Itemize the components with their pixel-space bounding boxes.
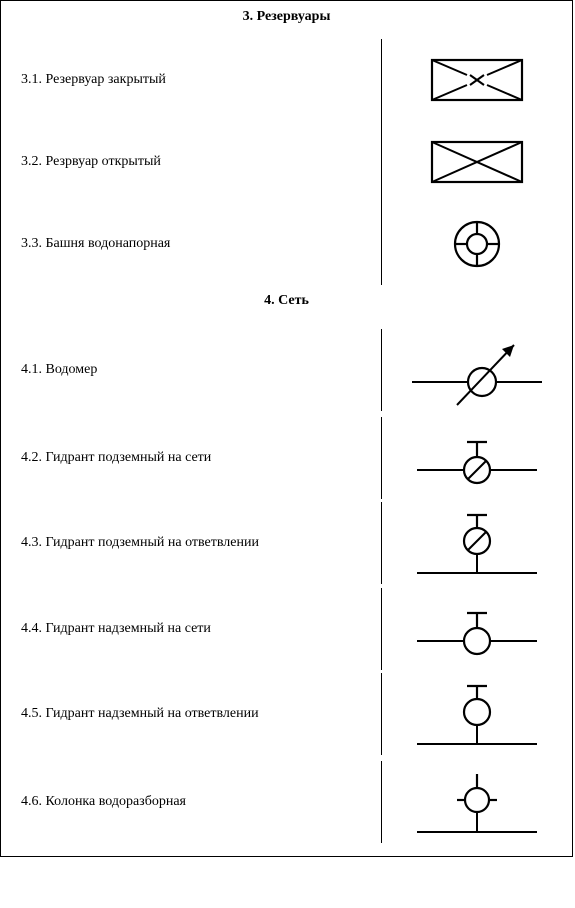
num-4-2: 4.2. bbox=[21, 450, 42, 466]
section4-title: 4. Сеть bbox=[1, 285, 572, 323]
row-4-3: 4.3. Гидрант подземный на ответвлении bbox=[1, 499, 572, 587]
num-3-2: 3.2. bbox=[21, 154, 42, 170]
hydrant-above-net-icon bbox=[402, 591, 552, 666]
text-3-2: Резрвуар открытый bbox=[46, 154, 161, 170]
row-3-1: 3.1. Резервуар закрытый bbox=[1, 39, 572, 121]
label-4-6: 4.6. Колонка водоразборная bbox=[1, 761, 382, 843]
symbol-4-3 bbox=[382, 499, 572, 587]
label-4-3: 4.3. Гидрант подземный на ответвлении bbox=[1, 502, 382, 584]
text-4-1: Водомер bbox=[46, 362, 98, 378]
label-4-2: 4.2. Гидрант подземный на сети bbox=[1, 417, 382, 499]
row-4-6: 4.6. Колонка водоразборная bbox=[1, 758, 572, 846]
symbol-4-5 bbox=[382, 670, 572, 758]
num-4-3: 4.3. bbox=[21, 535, 42, 551]
closed-reservoir-icon bbox=[422, 50, 532, 110]
label-3-3: 3.3. Башня водонапорная bbox=[1, 203, 382, 285]
page: 3. Резервуары 3.1. Резервуар закрытый 3.… bbox=[0, 0, 573, 857]
standpipe-icon bbox=[402, 762, 552, 842]
num-4-6: 4.6. bbox=[21, 794, 42, 810]
water-meter-icon bbox=[402, 327, 552, 412]
label-4-4: 4.4. Гидрант надземный на сети bbox=[1, 588, 382, 670]
text-4-5: Гидрант надземный на ответвлении bbox=[46, 706, 259, 722]
text-3-1: Резервуар закрытый bbox=[46, 72, 166, 88]
num-4-5: 4.5. bbox=[21, 706, 42, 722]
symbol-4-4 bbox=[382, 587, 572, 670]
symbol-4-1 bbox=[382, 323, 572, 416]
symbol-4-2 bbox=[382, 416, 572, 499]
row-4-5: 4.5. Гидрант надземный на ответвлении bbox=[1, 670, 572, 758]
label-4-1: 4.1. Водомер bbox=[1, 329, 382, 411]
hydrant-underground-net-icon bbox=[402, 420, 552, 495]
num-3-3: 3.3. bbox=[21, 236, 42, 252]
label-4-5: 4.5. Гидрант надземный на ответвлении bbox=[1, 673, 382, 755]
open-reservoir-icon bbox=[422, 132, 532, 192]
symbol-3-2 bbox=[382, 123, 572, 201]
text-4-6: Колонка водоразборная bbox=[46, 794, 187, 810]
hydrant-above-branch-icon bbox=[402, 674, 552, 754]
num-4-4: 4.4. bbox=[21, 621, 42, 637]
hydrant-underground-branch-icon bbox=[402, 503, 552, 583]
row-3-3: 3.3. Башня водонапорная bbox=[1, 203, 572, 285]
text-4-4: Гидрант надземный на сети bbox=[46, 621, 211, 637]
row-4-1: 4.1. Водомер bbox=[1, 323, 572, 416]
section3-title: 3. Резервуары bbox=[1, 1, 572, 39]
text-4-2: Гидрант подземный на сети bbox=[46, 450, 212, 466]
symbol-4-6 bbox=[382, 758, 572, 846]
label-3-1: 3.1. Резервуар закрытый bbox=[1, 39, 382, 121]
symbol-3-1 bbox=[382, 41, 572, 119]
symbol-3-3 bbox=[382, 205, 572, 283]
label-3-2: 3.2. Резрвуар открытый bbox=[1, 121, 382, 203]
text-4-3: Гидрант подземный на ответвлении bbox=[46, 535, 259, 551]
text-3-3: Башня водонапорная bbox=[46, 236, 171, 252]
num-4-1: 4.1. bbox=[21, 362, 42, 378]
num-3-1: 3.1. bbox=[21, 72, 42, 88]
row-3-2: 3.2. Резрвуар открытый bbox=[1, 121, 572, 203]
water-tower-icon bbox=[437, 214, 517, 274]
row-4-4: 4.4. Гидрант надземный на сети bbox=[1, 587, 572, 670]
row-4-2: 4.2. Гидрант подземный на сети bbox=[1, 416, 572, 499]
